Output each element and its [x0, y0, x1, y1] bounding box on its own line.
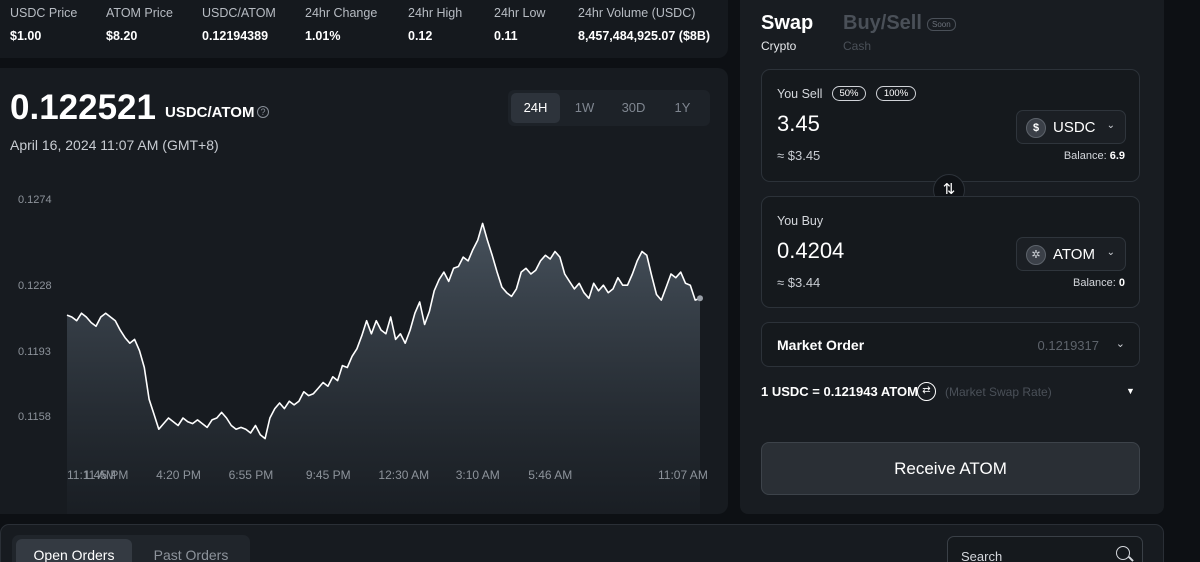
tab-buy-sell[interactable]: Buy/Sell: [843, 12, 922, 34]
exchange-rate: 1 USDC = 0.121943 ATOM: [761, 384, 918, 399]
y-tick-label: 0.1274: [18, 194, 52, 206]
x-tick-label: 11:07 AM: [658, 468, 708, 482]
search-input[interactable]: [961, 549, 1111, 562]
chevron-down-icon: ⌄: [1106, 247, 1115, 258]
range-30d-button[interactable]: 30D: [621, 100, 646, 115]
chart-series-line: [66, 222, 701, 440]
buy-usd-value: ≈ $3.44: [777, 275, 821, 290]
pair-label: USDC/ATOM: [165, 104, 255, 121]
buy-box: You Buy 0.4204 ≈ $3.44 ATOM ⌄ Balance: 0: [761, 196, 1140, 308]
x-tick-label: 12:30 AM: [378, 468, 430, 482]
stat-value: 0.12194389: [202, 29, 269, 43]
sell-usd-value: ≈ $3.45: [777, 148, 821, 163]
help-icon[interactable]: ?: [257, 106, 269, 118]
price-chart-card: 0.122521 USDC/ATOM ? April 16, 2024 11:0…: [0, 68, 728, 514]
sell-box: You Sell 50% 100% 3.45 ≈ $3.45 USDC ⌄ Ba…: [761, 69, 1140, 182]
percent-100-button[interactable]: 100%: [876, 86, 916, 101]
order-type-select[interactable]: Market Order 0.1219317 ⌄: [761, 322, 1140, 367]
swap-panel: Swap Crypto Buy/Sell Cash Soon You Sell …: [740, 0, 1164, 514]
price-area-chart: [66, 222, 703, 514]
buy-token-select[interactable]: ATOM ⌄: [1016, 237, 1126, 271]
sell-token-name: USDC: [1053, 119, 1096, 136]
x-tick-label: 5:46 AM: [528, 468, 573, 482]
x-tick-label: 11:11 AM: [67, 468, 116, 482]
tab-buy-sell-subtitle: Cash: [843, 39, 872, 53]
stat-label: 24hr Low: [494, 6, 546, 20]
y-tick-label: 0.1228: [18, 280, 52, 293]
stat-value: $1.00: [10, 29, 42, 43]
tab-swap-subtitle: Crypto: [761, 39, 797, 53]
stat-value: 8,457,484,925.07 ($8B): [578, 29, 711, 43]
search-icon[interactable]: [1116, 546, 1130, 560]
receive-button[interactable]: Receive ATOM: [761, 442, 1140, 495]
rate-note: (Market Swap Rate): [945, 385, 1052, 399]
balance-label: Balance:: [1073, 277, 1116, 289]
y-tick-label: 0.1158: [18, 411, 51, 423]
x-tick-label: 6:55 PM: [228, 468, 274, 482]
price-timestamp: April 16, 2024 11:07 AM (GMT+8): [10, 137, 219, 153]
time-range-selector: 24H 1W 30D 1Y: [508, 90, 710, 126]
stat-value: 0.12: [408, 29, 433, 43]
stat-value: $8.20: [106, 29, 138, 43]
stat-value: 0.11: [494, 29, 518, 43]
order-price-value: 0.1219317: [1037, 338, 1099, 353]
caret-down-icon[interactable]: ▼: [1126, 386, 1135, 396]
market-stats-bar: USDC Price $1.00 ATOM Price $8.20 USDC/A…: [0, 0, 728, 58]
tab-open-orders[interactable]: Open Orders: [16, 539, 132, 562]
chart-area-fill: [67, 223, 700, 514]
order-type-label: Market Order: [777, 337, 865, 353]
range-1y-button[interactable]: 1Y: [674, 100, 691, 115]
stat-label: USDC/ATOM: [202, 6, 276, 20]
stat-label: 24hr High: [408, 6, 463, 20]
x-tick-label: 1:45 PM: [83, 468, 129, 482]
stat-label: ATOM Price: [106, 6, 173, 20]
sell-amount-input[interactable]: 3.45: [777, 111, 820, 136]
tab-swap[interactable]: Swap: [761, 12, 814, 34]
balance-value: 0: [1118, 277, 1125, 289]
buy-token-name: ATOM: [1053, 246, 1095, 263]
range-24h-button[interactable]: 24H: [511, 93, 560, 123]
swap-direction-icon[interactable]: ⇄: [917, 382, 936, 401]
sell-balance: Balance: 6.9: [1064, 150, 1125, 162]
orders-section: Open Orders Past Orders: [0, 524, 1164, 562]
x-tick-label: 9:45 PM: [305, 468, 351, 482]
current-price: 0.122521: [10, 88, 156, 127]
stat-label: 24hr Volume (USDC): [578, 6, 696, 20]
buy-label: You Buy: [777, 214, 824, 228]
y-tick-label: 0.1193: [18, 345, 51, 358]
balance-label: Balance:: [1063, 150, 1107, 162]
range-1w-button[interactable]: 1W: [574, 100, 595, 115]
buy-balance: Balance: 0: [1073, 277, 1125, 289]
sell-label: You Sell: [777, 87, 823, 101]
chart-last-point: [697, 295, 703, 302]
x-tick-label: 4:20 PM: [156, 468, 201, 482]
balance-value: 6.9: [1109, 150, 1125, 162]
percent-50-button[interactable]: 50%: [832, 86, 866, 101]
stat-label: USDC Price: [10, 6, 78, 20]
sell-token-select[interactable]: USDC ⌄: [1016, 110, 1126, 144]
atom-token-icon: [1026, 245, 1046, 265]
chevron-down-icon: ⌄: [1106, 120, 1115, 131]
stat-value: 1.01%: [305, 29, 341, 43]
stat-label: 24hr Change: [305, 6, 378, 20]
soon-badge: Soon: [927, 18, 956, 31]
tab-past-orders[interactable]: Past Orders: [153, 547, 229, 562]
chevron-down-icon: ⌄: [1115, 338, 1125, 350]
x-tick-label: 3:10 AM: [455, 468, 500, 482]
orders-tabs: Open Orders Past Orders: [12, 535, 250, 562]
usdc-token-icon: [1026, 118, 1046, 138]
buy-amount: 0.4204: [777, 238, 845, 263]
orders-search: [947, 536, 1143, 562]
